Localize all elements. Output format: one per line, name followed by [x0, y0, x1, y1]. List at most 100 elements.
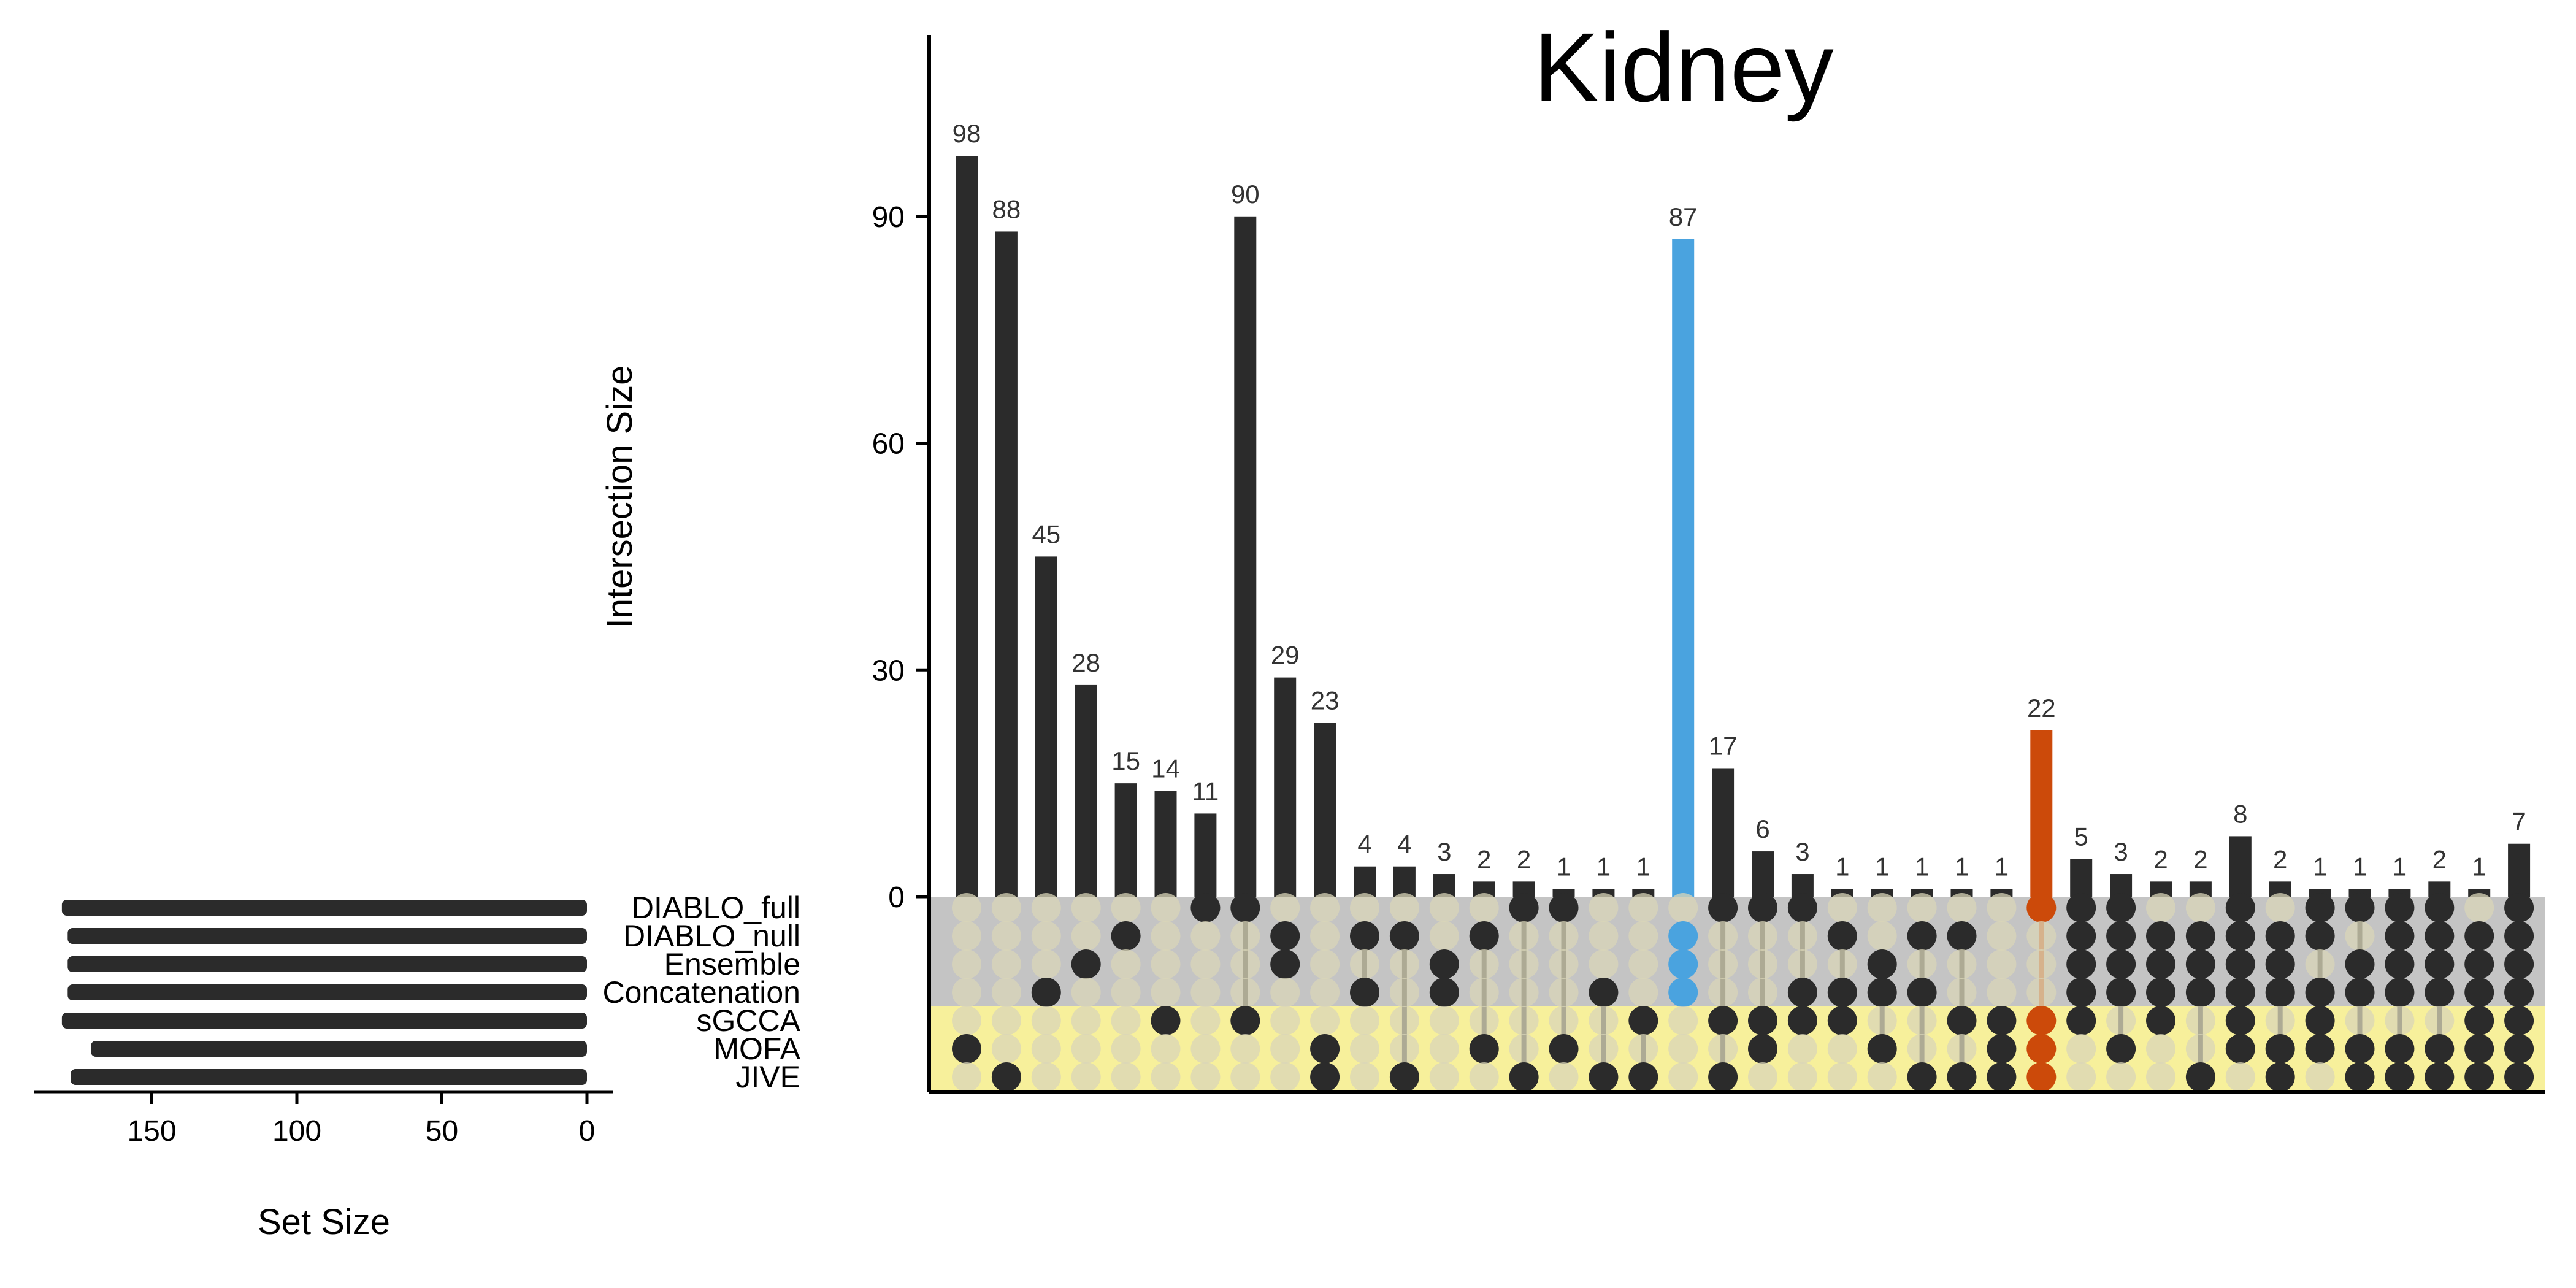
matrix-dot-active: [2106, 978, 2136, 1007]
matrix-dot-active: [1190, 893, 1221, 922]
matrix-dot-active: [2425, 978, 2455, 1007]
matrix-dot-active: [1787, 893, 1817, 922]
intersection-bars: [956, 156, 2531, 897]
matrix-dot-active: [1429, 978, 1459, 1007]
matrix-dot-active: [2106, 893, 2136, 922]
matrix-dot-inactive: [1787, 921, 1817, 951]
matrix-dot-active: [1987, 1062, 2017, 1092]
matrix-dot-active: [2225, 949, 2255, 979]
matrix-dot-active: [2464, 978, 2494, 1007]
matrix-dot-inactive: [1389, 1006, 1419, 1035]
matrix-dot-active: [1787, 978, 1817, 1007]
matrix-dot-inactive: [1270, 978, 1300, 1007]
matrix-dot-inactive: [1907, 893, 1937, 922]
matrix-dot-inactive: [1907, 949, 1937, 979]
matrix-dot-inactive: [1230, 921, 1260, 951]
matrix-dot-inactive: [1111, 1062, 1141, 1092]
matrix-dot-active: [2225, 921, 2255, 951]
matrix-dot-active: [2146, 1006, 2175, 1035]
intersection-bar-label: 2: [2153, 845, 2168, 873]
intersection-bar-label: 1: [1995, 853, 2009, 881]
matrix-dot-inactive: [1071, 978, 1101, 1007]
matrix-dot-inactive: [1111, 893, 1141, 922]
matrix-dot-active: [1708, 1006, 1738, 1035]
matrix-dot-active: [2185, 949, 2215, 979]
intersection-bar-label: 3: [2114, 837, 2128, 866]
y-tick-label: 90: [872, 201, 905, 234]
matrix-dot-inactive: [1190, 949, 1221, 979]
set-size-bar: [61, 1013, 588, 1029]
intersection-bar-label: 1: [1597, 853, 1611, 881]
matrix-dot-inactive: [1151, 893, 1181, 922]
matrix-dot-active: [2425, 949, 2455, 979]
intersection-matrix: [952, 893, 2534, 1092]
intersection-bar-label: 6: [1755, 815, 1769, 843]
matrix-dot-active: [2146, 978, 2175, 1007]
matrix-dot-inactive: [952, 1062, 981, 1092]
matrix-dot-inactive: [1031, 921, 1061, 951]
matrix-dot-inactive: [991, 1006, 1021, 1035]
matrix-dot-inactive: [1071, 1034, 1101, 1064]
matrix-dot-active: [2146, 949, 2175, 979]
matrix-dot-inactive: [1350, 949, 1379, 979]
matrix-dot-active: [2066, 921, 2096, 951]
matrix-dot-inactive: [1190, 1006, 1221, 1035]
matrix-dot-inactive: [1509, 921, 1539, 951]
matrix-dot-active: [1071, 949, 1101, 979]
intersection-bar: [1791, 874, 1814, 897]
matrix-dot-inactive: [1589, 921, 1619, 951]
matrix-dot-inactive: [1429, 1034, 1459, 1064]
matrix-dot-inactive: [1947, 1034, 1977, 1064]
matrix-dot-active: [1270, 949, 1300, 979]
matrix-dot-active: [1748, 893, 1777, 922]
intersection-bar-label: 5: [2074, 822, 2088, 851]
matrix-dot-inactive: [1748, 921, 1777, 951]
matrix-dot-inactive: [1071, 921, 1101, 951]
matrix-dot-inactive: [2305, 1062, 2335, 1092]
matrix-dot-active: [1628, 1062, 1658, 1092]
matrix-dot-inactive: [1270, 1062, 1300, 1092]
intersection-bar-label: 2: [2432, 845, 2447, 873]
matrix-dot-inactive: [1628, 1034, 1658, 1064]
matrix-dot-inactive: [2305, 949, 2335, 979]
matrix-dot-inactive: [1469, 1062, 1499, 1092]
matrix-dot-active: [1469, 921, 1499, 951]
matrix-dot-active: [2066, 949, 2096, 979]
matrix-dot-inactive: [2345, 1006, 2375, 1035]
matrix-dot-inactive: [1031, 1006, 1061, 1035]
matrix-dot-inactive: [1111, 1006, 1141, 1035]
matrix-dot-active: [1270, 921, 1300, 951]
matrix-dot-active: [1987, 1006, 2017, 1035]
intersection-bar: [2110, 874, 2133, 897]
matrix-dot-inactive: [2146, 1034, 2175, 1064]
matrix-dot-inactive: [1947, 949, 1977, 979]
matrix-dot-active: [2185, 978, 2215, 1007]
intersection-bar: [1354, 866, 1376, 897]
matrix-dot-inactive: [2345, 921, 2375, 951]
matrix-dot-inactive: [2185, 1006, 2215, 1035]
matrix-dot-inactive: [1350, 1062, 1379, 1092]
matrix-dot-inactive: [1549, 1062, 1579, 1092]
matrix-dot-inactive: [1230, 1034, 1260, 1064]
matrix-dot-active: [2305, 1006, 2335, 1035]
intersection-bar: [1274, 677, 1297, 897]
matrix-dot-inactive: [1190, 1034, 1221, 1064]
matrix-dot-active: [2345, 1062, 2375, 1092]
matrix-dot-active: [2425, 893, 2455, 922]
matrix-dot-active: [1867, 978, 1897, 1007]
matrix-dot-inactive: [1748, 1062, 1777, 1092]
matrix-dot-inactive: [1668, 1006, 1698, 1035]
set-labels: DIABLO_fullDIABLO_nullEnsembleConcatenat…: [603, 891, 801, 1094]
matrix-dot-inactive: [1310, 921, 1340, 951]
matrix-dot-inactive: [1987, 921, 2017, 951]
matrix-dot-inactive: [1151, 949, 1181, 979]
matrix-dot-inactive: [1589, 1006, 1619, 1035]
intersection-bar-label: 1: [1955, 853, 1969, 881]
intersection-bar: [1672, 239, 1695, 897]
intersection-bar-label: 1: [1557, 853, 1571, 881]
matrix-dot-active: [2265, 978, 2295, 1007]
matrix-dot-inactive: [1151, 978, 1181, 1007]
intersection-bar-label: 3: [1437, 837, 1451, 866]
matrix-dot-inactive: [1549, 978, 1579, 1007]
matrix-dot-inactive: [2106, 1006, 2136, 1035]
